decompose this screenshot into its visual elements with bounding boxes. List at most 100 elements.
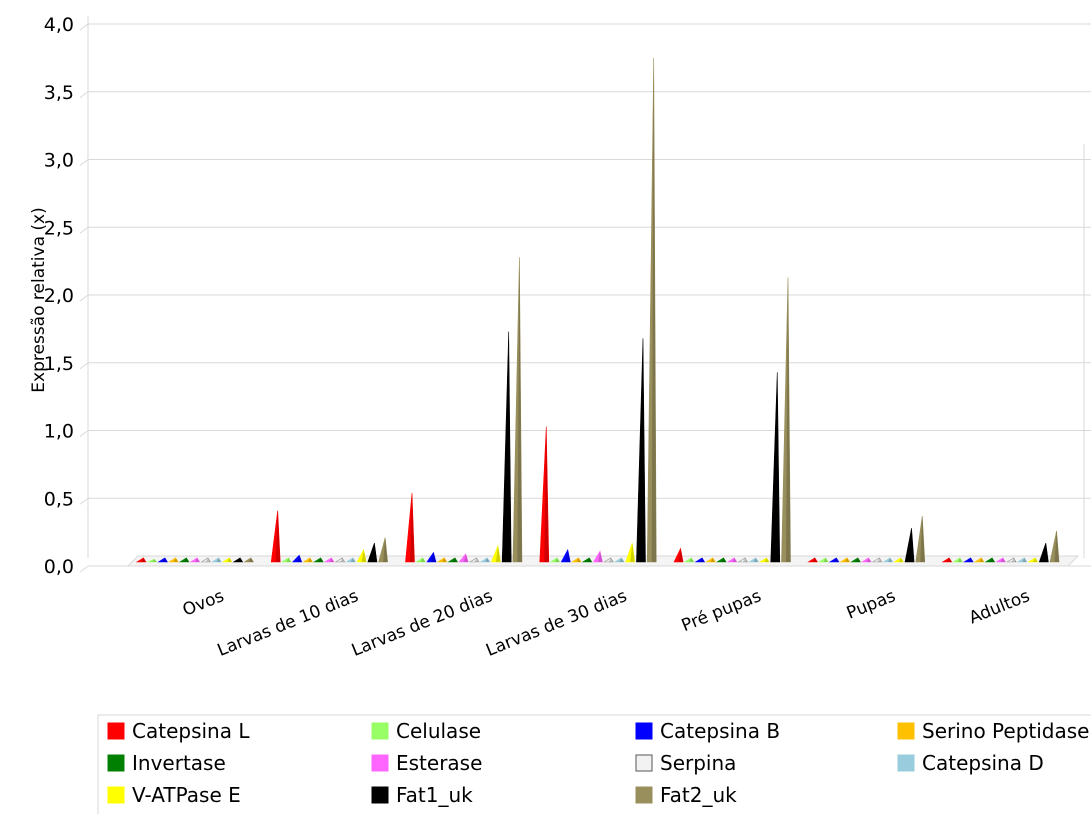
gridline-stub bbox=[79, 159, 89, 166]
cone-mark bbox=[694, 557, 706, 563]
cone-mark bbox=[683, 557, 695, 563]
legend-label: Catepsina L bbox=[132, 719, 250, 743]
cone-shade bbox=[866, 557, 872, 562]
plot-area bbox=[135, 57, 1060, 563]
cone-mark bbox=[904, 528, 915, 563]
y-tick-label: 3,0 bbox=[44, 150, 74, 172]
cone-shade bbox=[920, 515, 925, 562]
cone-shade bbox=[1054, 530, 1060, 562]
cone-shade bbox=[700, 557, 705, 562]
cone-shade bbox=[141, 557, 146, 562]
cone-shade bbox=[420, 557, 426, 562]
cone-mark bbox=[221, 557, 233, 563]
cone-mark bbox=[871, 557, 883, 563]
cone-shade bbox=[350, 557, 356, 562]
cone-shade bbox=[431, 552, 436, 562]
cone-shade bbox=[753, 557, 759, 562]
cone-shade bbox=[689, 557, 694, 562]
cone-mark bbox=[570, 557, 582, 563]
cone-mark bbox=[973, 557, 985, 563]
cone-shade bbox=[823, 557, 829, 562]
cone-mark bbox=[818, 557, 829, 563]
cone-shade bbox=[452, 557, 458, 562]
cone-shade bbox=[812, 557, 818, 562]
cone-shade bbox=[318, 557, 324, 562]
cone-shade bbox=[990, 557, 995, 562]
y-tick-label: 2,0 bbox=[44, 285, 74, 307]
legend-label: Serpina bbox=[660, 751, 736, 775]
cone-mark bbox=[168, 557, 179, 563]
cone-mark bbox=[1038, 542, 1049, 563]
gridline-stub bbox=[79, 23, 89, 31]
cone-mark bbox=[984, 557, 996, 563]
cone-shade bbox=[474, 557, 479, 562]
legend-swatch bbox=[635, 786, 653, 804]
cone-shade bbox=[162, 557, 168, 562]
cone-mark bbox=[995, 557, 1006, 563]
cone-shade bbox=[340, 557, 345, 562]
legend-label: Serino Peptidase bbox=[922, 719, 1089, 743]
cone-mark bbox=[512, 257, 523, 563]
cone-shade bbox=[775, 372, 780, 562]
cone-mark bbox=[479, 557, 491, 563]
cone-shade bbox=[485, 557, 490, 562]
cone-shade bbox=[786, 277, 791, 562]
cone-shade bbox=[619, 557, 624, 562]
cone-shade bbox=[877, 557, 882, 562]
gridline-stub bbox=[79, 497, 89, 505]
cone-mark bbox=[189, 557, 201, 563]
cone-mark bbox=[737, 557, 749, 563]
cone-mark bbox=[200, 557, 211, 563]
cone-shade bbox=[383, 537, 388, 562]
x-category-label: Larvas de 30 dias bbox=[483, 586, 630, 661]
cone-shade bbox=[442, 557, 447, 562]
cone-shade bbox=[152, 559, 157, 562]
legend-swatch bbox=[897, 754, 915, 772]
legend-label: Fat1_uk bbox=[396, 783, 473, 807]
cone-mark bbox=[1016, 557, 1028, 563]
cone-shade bbox=[1043, 543, 1049, 562]
y-tick-label: 2,5 bbox=[44, 217, 74, 239]
y-tick-label: 1,5 bbox=[44, 353, 74, 375]
cone-mark bbox=[458, 553, 469, 563]
cone-shade bbox=[410, 492, 415, 562]
legend-label: Catepsina D bbox=[922, 751, 1044, 775]
cone-shade bbox=[640, 338, 646, 562]
cone-shade bbox=[495, 545, 501, 562]
cone-mark bbox=[770, 372, 781, 563]
cone-mark bbox=[839, 557, 851, 563]
cone-shade bbox=[227, 557, 232, 562]
y-tick-label: 3,5 bbox=[44, 82, 74, 104]
cone-mark bbox=[861, 557, 872, 563]
legend-label: Celulase bbox=[396, 719, 481, 743]
cone-mark bbox=[952, 557, 963, 563]
cone-mark bbox=[1027, 557, 1039, 563]
cone-mark bbox=[302, 557, 313, 563]
cone-mark bbox=[415, 557, 426, 563]
cone-mark bbox=[490, 544, 501, 563]
legend-swatch bbox=[635, 754, 653, 772]
cone-mark bbox=[405, 492, 415, 563]
cone-shade bbox=[743, 557, 748, 562]
y-axis-title: Expressão relativa (x) bbox=[29, 207, 49, 392]
legend-label: Fat2_uk bbox=[660, 783, 737, 807]
legend-label: Invertase bbox=[132, 751, 226, 775]
legend-box bbox=[97, 714, 1091, 814]
cone-mark bbox=[807, 557, 818, 563]
cone-mark bbox=[367, 542, 378, 563]
gridline-stub bbox=[79, 362, 89, 370]
cone-shade bbox=[216, 557, 222, 562]
cone-shade bbox=[1022, 557, 1027, 562]
cone-shade bbox=[555, 557, 560, 562]
cone-mark bbox=[313, 557, 324, 563]
x-category-label: Larvas de 20 dias bbox=[349, 586, 496, 661]
cone-mark bbox=[468, 557, 480, 563]
legend-label: Esterase bbox=[396, 751, 482, 775]
cone-shade bbox=[651, 57, 657, 562]
x-category-label: Pré pupas bbox=[679, 586, 765, 636]
cone-shade bbox=[947, 557, 952, 562]
cone-shade bbox=[968, 557, 974, 562]
cone-mark bbox=[291, 554, 303, 563]
